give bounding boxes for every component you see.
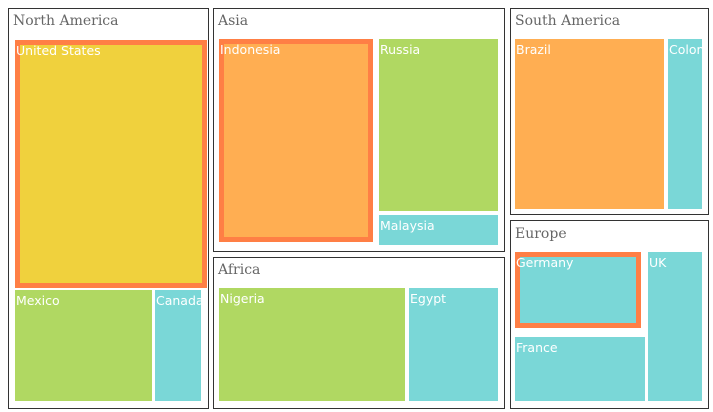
tile-label: Malaysia: [380, 218, 435, 233]
group-north-america[interactable]: North America United States Mexico Canada: [8, 8, 209, 409]
group-label: South America: [515, 13, 620, 29]
tile-rect: [515, 39, 664, 209]
tile-canada[interactable]: Canada: [155, 290, 204, 401]
group-label: Africa: [217, 262, 260, 278]
tile-label: France: [516, 340, 558, 355]
tile-rect: [648, 252, 702, 401]
group-south-america[interactable]: South America Brazil Colombia: [510, 8, 713, 215]
tile-label: Mexico: [16, 293, 60, 308]
tile-label: UK: [649, 255, 667, 270]
tile-label: Brazil: [516, 42, 551, 57]
tile-egypt[interactable]: Egypt: [409, 288, 498, 401]
tile-rect: [668, 39, 702, 209]
tile-germany[interactable]: Germany: [515, 252, 641, 328]
tile-russia[interactable]: Russia: [379, 39, 498, 211]
tile-rect: [409, 288, 498, 401]
tile-rect: [15, 290, 152, 401]
tile-label: Russia: [380, 42, 420, 57]
tile-rect: [379, 39, 498, 211]
tile-label: Indonesia: [220, 42, 280, 57]
tile-rect: [515, 337, 645, 401]
group-label: North America: [13, 13, 119, 29]
selection-outline: [15, 40, 207, 288]
tile-label: Canada: [156, 293, 204, 308]
tile-label: Germany: [516, 255, 574, 270]
group-asia[interactable]: Asia Indonesia Russia Malaysia: [213, 8, 505, 252]
tile-label: Egypt: [410, 291, 446, 306]
tile-rect: [219, 288, 405, 401]
tile-united-states[interactable]: United States: [15, 40, 207, 288]
tile-rect: [155, 290, 201, 401]
group-label: Asia: [217, 13, 248, 29]
group-europe[interactable]: Europe Germany UK France: [510, 220, 709, 409]
group-label: Europe: [515, 226, 567, 242]
tile-colombia[interactable]: Colombia: [668, 39, 713, 209]
tile-indonesia[interactable]: Indonesia: [219, 39, 373, 242]
tile-france[interactable]: France: [515, 337, 645, 401]
group-africa[interactable]: Africa Nigeria Egypt: [213, 257, 505, 409]
selection-outline: [515, 252, 641, 328]
selection-outline: [219, 39, 373, 242]
tile-rect: [515, 252, 641, 328]
tile-rect: [15, 40, 207, 288]
tile-nigeria[interactable]: Nigeria: [219, 288, 405, 401]
tile-rect: [219, 39, 373, 242]
tile-rect: [379, 215, 498, 245]
tile-label: Nigeria: [220, 291, 265, 306]
tile-uk[interactable]: UK: [648, 252, 702, 401]
tile-label: United States: [16, 43, 101, 58]
tile-mexico[interactable]: Mexico: [15, 290, 152, 401]
tile-label: Colombia: [669, 42, 713, 57]
tile-brazil[interactable]: Brazil: [515, 39, 664, 209]
tile-malaysia[interactable]: Malaysia: [379, 215, 498, 245]
